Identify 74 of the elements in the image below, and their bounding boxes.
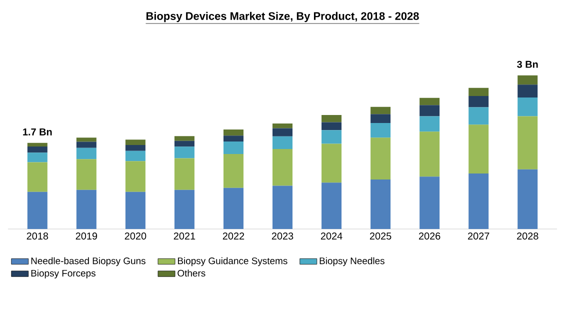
bar (370, 123, 391, 138)
bar (27, 142, 48, 147)
bar (468, 174, 489, 229)
bar (174, 146, 194, 158)
x-tick-label: 2022 (222, 232, 244, 240)
x-tick-label: 2026 (418, 232, 440, 240)
bar (322, 182, 342, 229)
bar (518, 169, 538, 229)
bar (27, 162, 48, 192)
bar (272, 136, 293, 149)
bar (174, 136, 194, 141)
bar (27, 152, 48, 162)
bar (370, 180, 391, 229)
bar (125, 144, 146, 151)
bar (420, 176, 440, 229)
x-tick-label: 2018 (26, 232, 48, 240)
bar (370, 114, 391, 124)
bar (518, 84, 538, 98)
legend-label: Others (178, 270, 206, 277)
bar (468, 96, 489, 108)
legend-label: Biopsy Needles (320, 257, 384, 266)
bar (76, 138, 96, 142)
x-tick-label: 2021 (174, 232, 196, 240)
bar (420, 132, 440, 177)
bar (223, 129, 244, 136)
bar (76, 148, 96, 160)
bar (174, 190, 194, 229)
bar (420, 98, 440, 106)
bar (468, 107, 489, 125)
bar (272, 186, 293, 229)
bar (125, 140, 146, 145)
bar (174, 158, 194, 190)
x-tick-label: 2024 (320, 232, 342, 240)
bar (272, 148, 293, 186)
bar (322, 122, 342, 130)
bar (76, 142, 96, 148)
bar (27, 192, 48, 229)
bar (223, 136, 244, 142)
legend-label: Biopsy Forceps (31, 270, 96, 278)
bar (322, 144, 342, 183)
bar (125, 161, 146, 192)
bar (322, 115, 342, 122)
bar (174, 140, 194, 147)
bar (420, 105, 440, 116)
x-tick-label: 2028 (517, 232, 538, 240)
bar (272, 123, 293, 128)
bar (27, 146, 48, 153)
bar (76, 190, 96, 229)
bar (370, 106, 391, 114)
bar (76, 159, 96, 190)
annotation: 1.7 Bn (23, 128, 52, 136)
x-tick-label: 2020 (124, 232, 146, 240)
bar (370, 138, 391, 180)
bar (518, 75, 538, 85)
bar (125, 192, 146, 229)
legend-label: Needle-based Biopsy Guns (31, 257, 146, 266)
bar (272, 128, 293, 136)
chart-title: Biopsy Devices Market Size, By Product, 2018 - 2028 (146, 12, 419, 22)
x-tick-label: 2019 (76, 232, 98, 240)
bar (223, 154, 244, 188)
bar (125, 150, 146, 162)
x-tick-label: 2023 (272, 232, 294, 240)
bar (468, 124, 489, 174)
legend-label: Biopsy Guidance Systems (178, 257, 288, 266)
bar (420, 116, 440, 132)
bar (468, 88, 489, 96)
annotation: 3 Bn (517, 60, 538, 68)
bar (223, 188, 244, 229)
bar (223, 141, 244, 154)
bar (518, 116, 538, 170)
bar (322, 130, 342, 144)
x-tick-label: 2027 (468, 232, 490, 240)
x-tick-label: 2025 (370, 232, 392, 240)
bar (518, 98, 538, 116)
